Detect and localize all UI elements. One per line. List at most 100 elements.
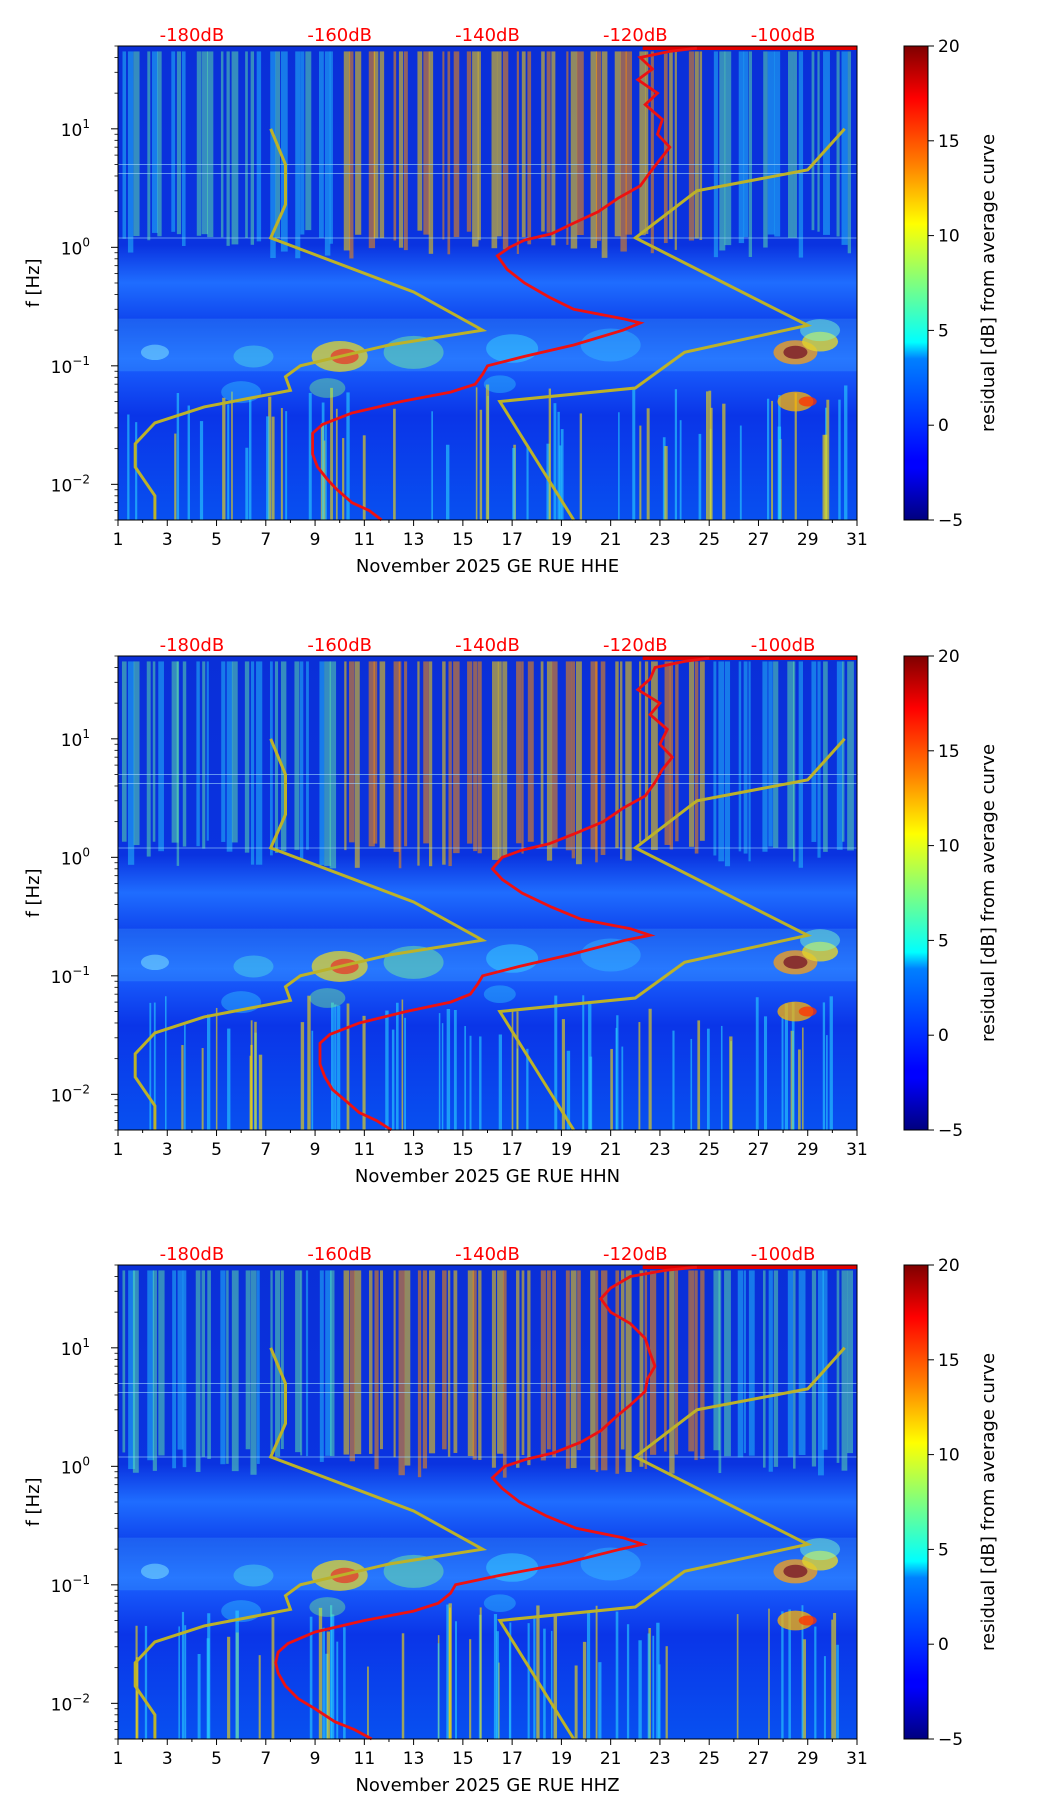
- heatmap-stripe: [472, 51, 479, 247]
- heatmap-streak: [367, 1666, 369, 1739]
- db-label: -100dB: [751, 635, 816, 656]
- heatmap-streak: [385, 1010, 389, 1130]
- heatmap-blob: [309, 1597, 346, 1617]
- heatmap-streak: [626, 1624, 630, 1739]
- heatmap-stripe: [502, 661, 508, 856]
- x-tick-label: 23: [649, 1140, 671, 1160]
- heatmap-stripe: [176, 661, 180, 866]
- x-tick-label: 3: [162, 1749, 173, 1769]
- heatmap-streak: [509, 1622, 512, 1739]
- heatmap-streak: [674, 389, 678, 520]
- heatmap-streak: [616, 1015, 619, 1130]
- heatmap-streak: [831, 1619, 834, 1739]
- heatmap-band-haze: [118, 928, 857, 982]
- heatmap-streak: [445, 444, 450, 520]
- heatmap-stripe: [650, 51, 654, 254]
- heatmap-stripe: [724, 51, 732, 246]
- heatmap-stripe: [207, 1270, 211, 1459]
- heatmap-streak: [822, 434, 826, 520]
- heatmap-stripe: [669, 1270, 675, 1474]
- heatmap-streak: [579, 413, 583, 520]
- heatmap-stripe: [122, 1270, 126, 1453]
- colorbar-tick-label: 10: [938, 227, 960, 247]
- heatmap-stripe: [823, 51, 830, 235]
- y-tick-label: 101: [61, 117, 90, 141]
- heatmap-stripe: [639, 51, 646, 236]
- heatmap-stripe: [354, 661, 360, 868]
- heatmap-stripe: [713, 661, 717, 856]
- heatmap-stripe: [423, 661, 429, 844]
- heatmap-stripe: [442, 661, 446, 865]
- heatmap-streak: [441, 1023, 444, 1130]
- heatmap-streak: [346, 392, 350, 520]
- heatmap-stripe: [393, 1270, 396, 1458]
- heatmap-streak: [127, 414, 130, 520]
- y-tick-exponent: −1: [72, 354, 90, 368]
- heatmap-streak: [560, 429, 564, 520]
- heatmap-stripe: [836, 1270, 840, 1463]
- heatmap-stripe: [541, 51, 545, 232]
- heatmap-blob: [783, 1564, 808, 1578]
- heatmap-stripe: [280, 1270, 284, 1450]
- y-tick-base: 10: [51, 476, 73, 496]
- y-tick-label: 10−1: [51, 964, 90, 988]
- heatmap-streak: [245, 447, 249, 520]
- y-tick-label: 10−2: [51, 1691, 90, 1715]
- y-tick-label: 10−1: [51, 354, 90, 378]
- heatmap-streak: [550, 1630, 553, 1739]
- x-tick-label: 27: [748, 530, 770, 550]
- heatmap-stripe: [793, 51, 797, 238]
- heatmap-stripe: [748, 1270, 755, 1456]
- heatmap-stripe: [688, 661, 695, 847]
- heatmap-stripe: [516, 1270, 520, 1468]
- heatmap-stripe: [329, 51, 333, 244]
- heatmap-stripe: [595, 51, 602, 241]
- average-psd-curve: [318, 656, 710, 1132]
- heatmap-background: [118, 656, 857, 1130]
- heatmap-stripe: [226, 1270, 229, 1464]
- x-tick-label: 15: [452, 1749, 474, 1769]
- heatmap-streak: [778, 394, 781, 520]
- heatmap-stripe: [601, 1270, 608, 1471]
- heatmap-blob: [483, 375, 516, 393]
- heatmap-stripe: [817, 51, 820, 232]
- heatmap-stripe: [417, 1270, 422, 1478]
- heatmap-stripe: [354, 1270, 362, 1455]
- heatmap-stripe: [644, 1270, 648, 1470]
- heatmap-stripe: [551, 51, 556, 246]
- heatmap-stripe: [492, 661, 499, 860]
- heatmap-stripe: [577, 1270, 581, 1451]
- heatmap-stripe: [157, 51, 162, 237]
- heatmap-streak: [672, 1030, 675, 1130]
- heatmap-streak: [391, 1029, 395, 1130]
- heatmap-stripe: [811, 1270, 817, 1467]
- heatmap-stripe: [570, 51, 578, 249]
- heatmap-streak: [826, 1035, 828, 1130]
- heatmap-streak: [321, 402, 325, 520]
- heatmap-stripe: [477, 51, 481, 241]
- heatmap-stripe: [280, 51, 288, 252]
- colorbar-tick-label: −5: [938, 1121, 963, 1141]
- heatmap-stripe: [177, 1270, 184, 1450]
- heatmap-streak: [164, 996, 167, 1130]
- heatmap-stripe: [428, 51, 434, 254]
- x-tick-label: 5: [211, 530, 222, 550]
- heatmap-stripe: [374, 1270, 379, 1470]
- heatmap-streak: [178, 1626, 180, 1739]
- heatmap-streak: [767, 398, 770, 520]
- y-tick-exponent: 0: [82, 845, 90, 859]
- heatmap-stripe: [713, 1270, 720, 1451]
- x-tick-label: 1: [113, 1140, 124, 1160]
- heatmap-stripe: [344, 661, 347, 851]
- heatmap-streak: [595, 1605, 598, 1739]
- heatmap-streak: [771, 400, 774, 520]
- heatmap-streak: [598, 1662, 602, 1739]
- db-label: -180dB: [160, 1244, 225, 1265]
- heatmap-microseism-band: [118, 318, 857, 412]
- heatmap-stripe: [300, 1270, 303, 1456]
- heatmap-streak: [250, 1020, 253, 1130]
- heatmap-stripe: [152, 661, 156, 842]
- heatmap-daily-stripes: [121, 661, 854, 869]
- heatmap-streak: [557, 411, 560, 520]
- heatmap-stripe: [516, 661, 522, 844]
